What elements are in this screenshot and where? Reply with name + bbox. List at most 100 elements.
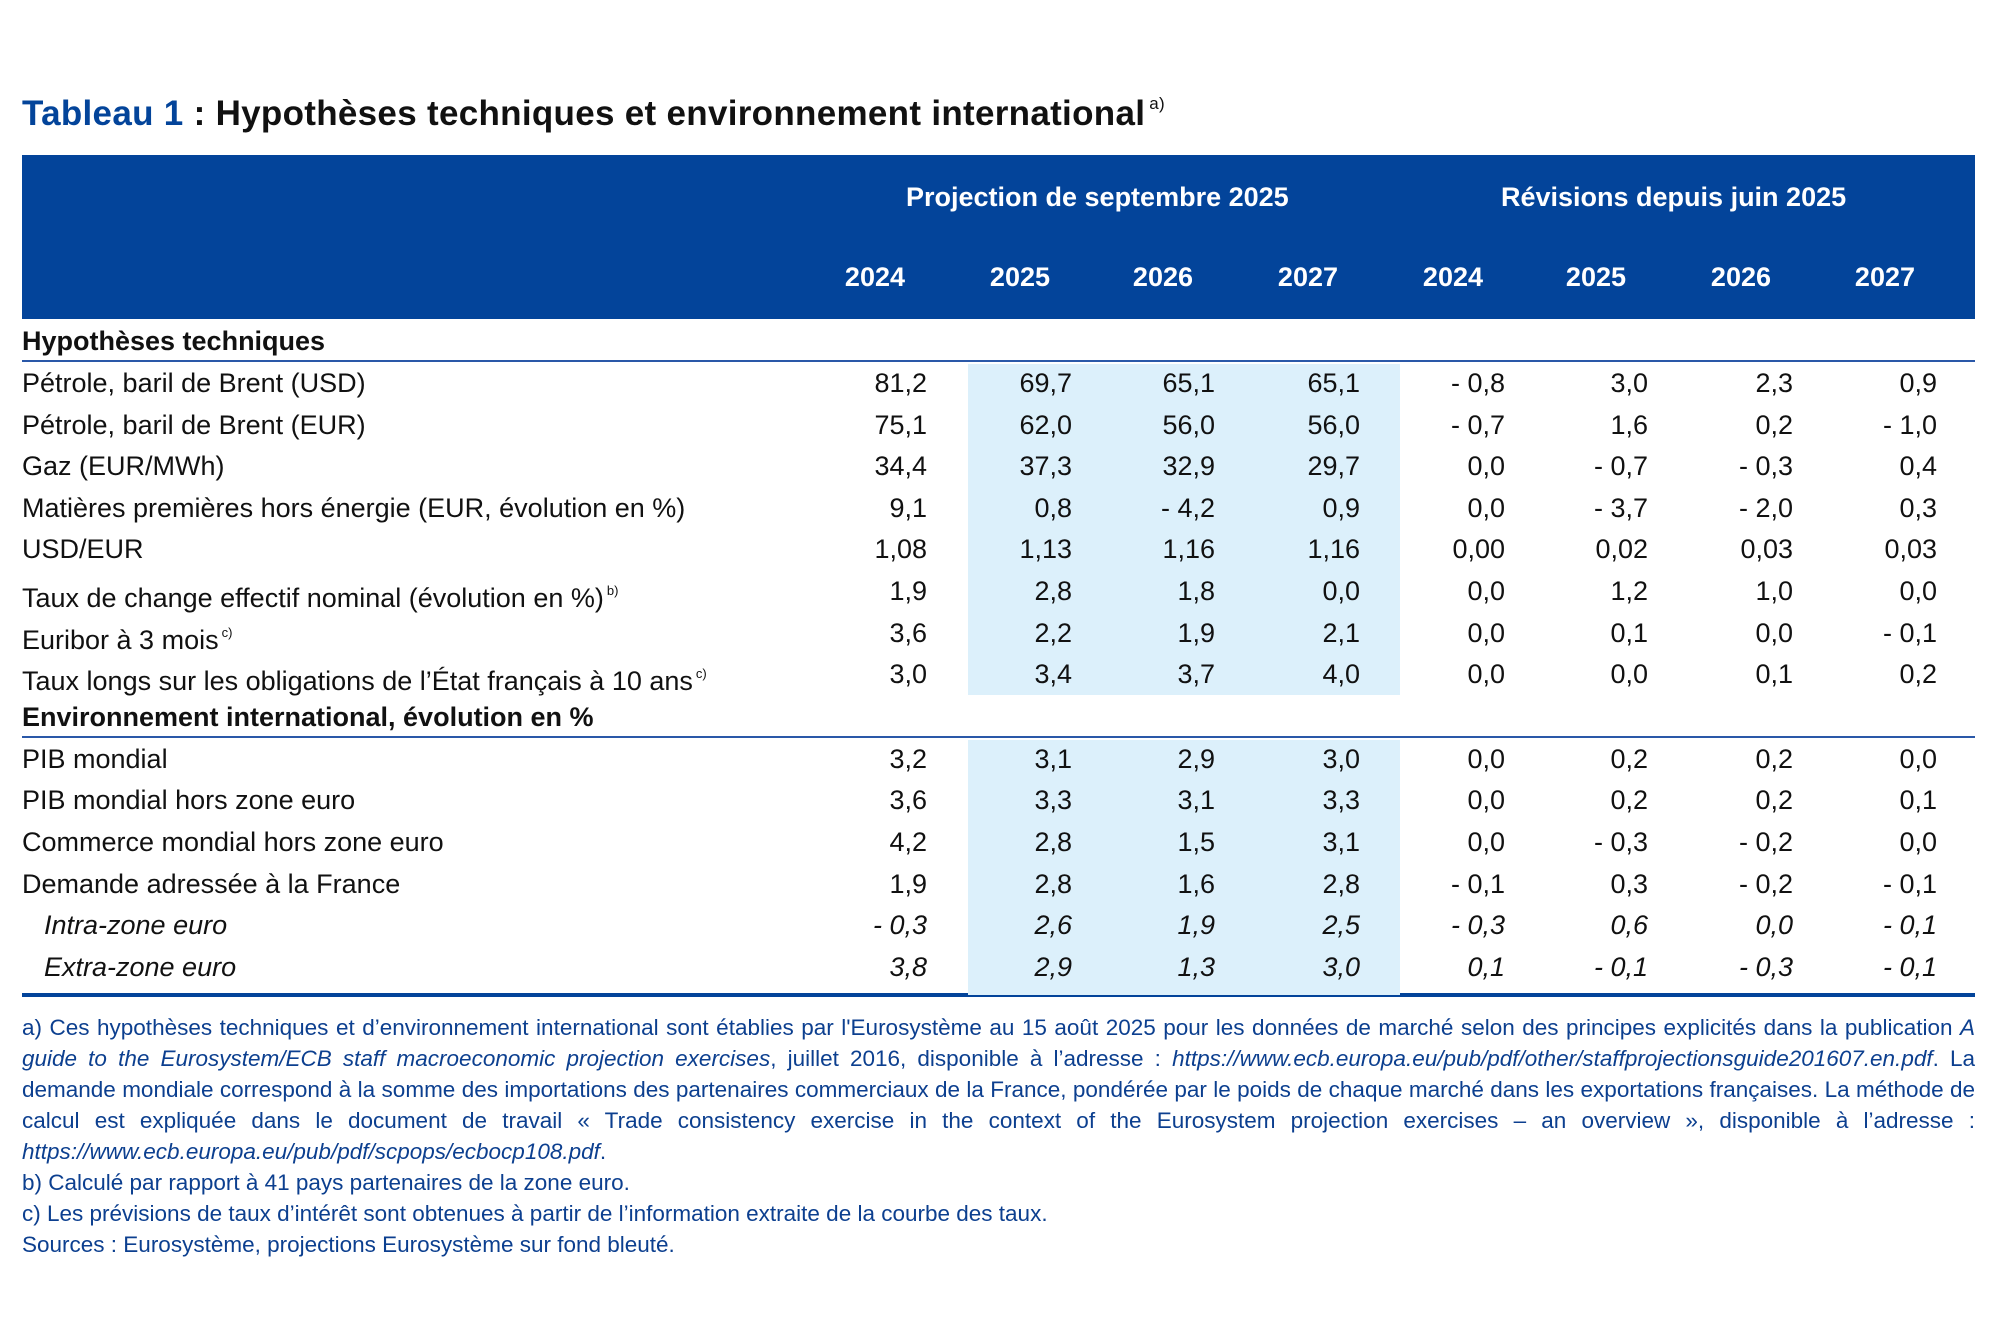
- revision-cell: 0,0: [1467, 575, 1505, 606]
- title-note-ref: a): [1149, 94, 1165, 113]
- row-label-text: Extra-zone euro: [44, 951, 237, 982]
- revision-cell: 0,0: [1467, 451, 1505, 482]
- projection-cell: 1,9: [889, 575, 927, 606]
- revision-cell: 0,3: [1610, 868, 1648, 899]
- row-label-text: PIB mondial hors zone euro: [22, 785, 356, 816]
- table-row: PIB mondial hors zone euro 3,6 3,3 3,1 3,3 0,…: [22, 779, 1975, 821]
- row-label: Demande adressée à la France: [22, 863, 400, 905]
- revision-cell: 0,00: [1452, 534, 1505, 565]
- revision-cell: 2,3: [1755, 368, 1793, 398]
- revision-cell: - 0,1: [1450, 868, 1505, 899]
- table-row: Pétrole, baril de Brent (EUR) 75,1 62,0 56,…: [22, 404, 1975, 446]
- row-label: Euribor à 3 mois c): [22, 612, 232, 661]
- projection-cell: 1,8: [1177, 575, 1215, 606]
- projection-cell: 1,5: [1177, 826, 1215, 857]
- revision-cell: 0,3: [1899, 492, 1937, 523]
- sources-note: Sources : Eurosystème, projections Euros…: [22, 1232, 675, 1257]
- revision-cell: 0,2: [1899, 659, 1937, 690]
- revision-cell: - 0,1: [1882, 868, 1937, 899]
- projection-cell: 3,3: [1034, 785, 1072, 816]
- row-label-text: Euribor à 3 mois: [22, 624, 219, 655]
- revision-cell: - 0,1: [1882, 951, 1937, 982]
- revision-cell: 1,2: [1610, 575, 1648, 606]
- table-row: USD/EUR 1,08 1,13 1,16 1,16 0,00 0,02 0,03 0,03: [22, 528, 1975, 570]
- table-number: Tableau 1: [22, 94, 184, 133]
- table-row: Taux longs sur les obligations de l’État…: [22, 653, 1975, 696]
- projection-cell: - 4,2: [1160, 492, 1215, 523]
- row-label: Taux longs sur les obligations de l’État…: [22, 653, 707, 702]
- revision-cell: 0,0: [1467, 785, 1505, 816]
- header-year: 2025: [989, 262, 1050, 292]
- projection-cell: 3,8: [889, 951, 927, 982]
- revision-cell: 0,2: [1755, 785, 1793, 816]
- revision-cell: 0,0: [1610, 659, 1648, 690]
- projection-cell: - 0,3: [872, 910, 927, 941]
- projection-cell: 4,2: [889, 826, 927, 857]
- revision-cell: 0,1: [1755, 659, 1793, 690]
- footnote-reference: A guide to the Eurosystem/ECB staff macr…: [22, 1015, 1975, 1071]
- revision-cell: 0,0: [1899, 575, 1937, 606]
- revision-cell: 0,0: [1755, 617, 1793, 648]
- projection-cell: 2,8: [1034, 826, 1072, 857]
- footnotes: a) Ces hypothèses techniques et d’enviro…: [22, 1012, 1975, 1260]
- row-label-text: Pétrole, baril de Brent (USD): [22, 368, 366, 398]
- row-label-text: PIB mondial: [22, 743, 168, 774]
- row-note-ref: b): [606, 582, 619, 598]
- row-label-text: USD/EUR: [22, 534, 144, 565]
- projection-cell: 1,16: [1307, 534, 1360, 565]
- revision-cell: 0,0: [1755, 910, 1793, 941]
- revision-cell: 0,0: [1467, 826, 1505, 857]
- projection-cell: 0,9: [1322, 492, 1360, 523]
- projection-cell: 2,1: [1322, 617, 1360, 648]
- projection-cell: 1,9: [889, 868, 927, 899]
- header-year: 2027: [1854, 262, 1915, 292]
- projection-cell: 3,3: [1322, 785, 1360, 816]
- revision-cell: 0,1: [1899, 785, 1937, 816]
- revision-cell: - 0,3: [1450, 910, 1505, 941]
- header-year: 2026: [1132, 262, 1193, 292]
- projection-shade: [968, 364, 1400, 695]
- row-label-text: Gaz (EUR/MWh): [22, 451, 225, 482]
- projection-cell: 81,2: [874, 368, 927, 398]
- row-label: Pétrole, baril de Brent (USD): [22, 362, 366, 404]
- revision-cell: - 0,8: [1450, 368, 1505, 398]
- projection-cell: 2,8: [1322, 868, 1360, 899]
- footnote-c: c) Les prévisions de taux d’intérêt sont…: [22, 1201, 1048, 1226]
- revision-cell: 0,4: [1899, 451, 1937, 482]
- row-label: Extra-zone euro: [44, 946, 236, 988]
- projection-cell: 9,1: [889, 492, 927, 523]
- table-row: Extra-zone euro 3,8 2,9 1,3 3,0 0,1 - 0,1 - 0,3…: [22, 946, 1975, 988]
- table-row: Intra-zone euro - 0,3 2,6 1,9 2,5 - 0,3 0,6 0,0…: [22, 904, 1975, 946]
- projection-cell: 3,0: [889, 659, 927, 690]
- table-title-text: : Hypothèses techniques et environnement…: [183, 94, 1146, 133]
- revision-cell: - 3,7: [1593, 492, 1648, 523]
- revision-cell: 3,0: [1610, 368, 1648, 398]
- projection-cell: 75,1: [874, 409, 927, 440]
- row-label-text: Matières premières hors énergie (EUR, év…: [22, 492, 686, 523]
- header-year: 2025: [1565, 262, 1626, 292]
- projection-cell: 3,6: [889, 785, 927, 816]
- row-label: Gaz (EUR/MWh): [22, 445, 225, 487]
- header-year: 2026: [1710, 262, 1771, 292]
- projection-cell: 3,2: [889, 743, 927, 774]
- projection-cell: 1,08: [874, 534, 927, 565]
- revision-cell: - 1,0: [1882, 409, 1937, 440]
- projection-cell: 1,6: [1177, 868, 1215, 899]
- projection-cell: 56,0: [1307, 409, 1360, 440]
- revision-cell: 0,1: [1610, 617, 1648, 648]
- projection-cell: 0,8: [1034, 492, 1072, 523]
- row-label-text: Taux longs sur les obligations de l’État…: [22, 666, 693, 697]
- projection-cell: 4,0: [1322, 659, 1360, 690]
- row-label: Taux de change effectif nominal (évoluti…: [22, 570, 618, 619]
- projection-cell: 3,1: [1177, 785, 1215, 816]
- header-year: 2027: [1277, 262, 1338, 292]
- revision-cell: - 0,2: [1738, 826, 1793, 857]
- projection-cell: 65,1: [1162, 368, 1215, 398]
- row-label-text: Taux de change effectif nominal (évoluti…: [22, 582, 604, 613]
- projection-cell: 1,9: [1177, 910, 1215, 941]
- table-header: Projection de septembre 2025 Révisions d…: [22, 155, 1975, 319]
- revision-cell: 0,0: [1467, 492, 1505, 523]
- revision-cell: 0,03: [1740, 534, 1793, 565]
- projection-cell: 0,0: [1322, 575, 1360, 606]
- projection-cell: 1,9: [1177, 617, 1215, 648]
